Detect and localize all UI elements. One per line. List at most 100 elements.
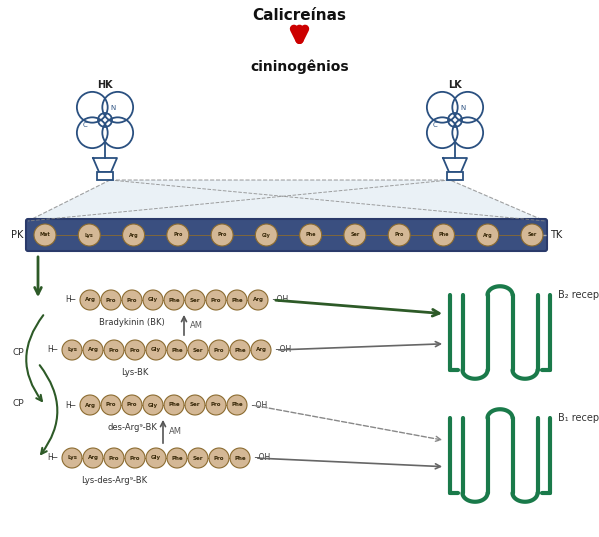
Text: ─OH: ─OH	[272, 295, 288, 304]
Text: Pro: Pro	[109, 347, 119, 352]
Text: Lys: Lys	[67, 455, 77, 461]
Circle shape	[251, 340, 271, 360]
Circle shape	[122, 290, 142, 310]
Circle shape	[167, 224, 189, 246]
Text: Gly: Gly	[148, 403, 158, 408]
Text: Phe: Phe	[231, 403, 243, 408]
Text: Pro: Pro	[395, 233, 404, 237]
Circle shape	[255, 224, 277, 246]
Circle shape	[146, 340, 166, 360]
Text: Gly: Gly	[151, 455, 161, 461]
Circle shape	[209, 340, 229, 360]
Text: Gly: Gly	[151, 347, 161, 352]
Circle shape	[62, 448, 82, 468]
Circle shape	[146, 448, 166, 468]
Text: Pro: Pro	[211, 297, 221, 302]
Text: C: C	[83, 122, 87, 128]
Text: Ser: Ser	[350, 233, 359, 237]
Text: Pro: Pro	[109, 455, 119, 461]
Text: Gly: Gly	[148, 297, 158, 302]
Text: ─OH: ─OH	[251, 401, 267, 410]
Text: LK: LK	[448, 80, 462, 90]
Circle shape	[188, 340, 208, 360]
Circle shape	[101, 290, 121, 310]
FancyBboxPatch shape	[26, 219, 547, 251]
Text: N: N	[461, 105, 465, 111]
Text: Arg: Arg	[483, 233, 492, 237]
Circle shape	[185, 290, 205, 310]
Circle shape	[143, 290, 163, 310]
Text: Arg: Arg	[84, 403, 95, 408]
Circle shape	[211, 224, 233, 246]
Text: ─OH: ─OH	[254, 454, 270, 462]
Text: N: N	[110, 105, 116, 111]
Text: Ser: Ser	[193, 347, 203, 352]
Text: B₁ receptor: B₁ receptor	[558, 413, 599, 423]
Text: Pro: Pro	[217, 233, 227, 237]
Text: HK: HK	[97, 80, 113, 90]
Circle shape	[188, 448, 208, 468]
Text: Ser: Ser	[190, 297, 200, 302]
Text: des-Arg⁹-BK: des-Arg⁹-BK	[107, 423, 157, 432]
Text: Lys: Lys	[85, 233, 93, 237]
Text: Arg: Arg	[84, 297, 95, 302]
Text: Phe: Phe	[438, 233, 449, 237]
Text: Met: Met	[40, 233, 50, 237]
Circle shape	[125, 448, 145, 468]
Text: Pro: Pro	[127, 403, 137, 408]
Circle shape	[143, 395, 163, 415]
Text: AM: AM	[190, 321, 203, 330]
Text: H─: H─	[66, 295, 76, 304]
Circle shape	[123, 224, 144, 246]
Circle shape	[83, 340, 103, 360]
FancyArrowPatch shape	[255, 405, 441, 441]
Text: CP: CP	[12, 400, 24, 409]
Circle shape	[164, 290, 184, 310]
Circle shape	[230, 448, 250, 468]
Text: Phe: Phe	[234, 455, 246, 461]
Circle shape	[230, 340, 250, 360]
Text: H─: H─	[66, 401, 76, 410]
Text: Pro: Pro	[211, 403, 221, 408]
Circle shape	[78, 224, 100, 246]
Circle shape	[125, 340, 145, 360]
Circle shape	[122, 395, 142, 415]
Text: ─OH: ─OH	[275, 345, 291, 354]
Circle shape	[248, 290, 268, 310]
Text: Arg: Arg	[87, 455, 98, 461]
Text: Pro: Pro	[130, 455, 140, 461]
FancyBboxPatch shape	[447, 172, 463, 180]
Circle shape	[167, 448, 187, 468]
Circle shape	[80, 395, 100, 415]
Text: Phe: Phe	[305, 233, 316, 237]
Text: Arg: Arg	[129, 233, 138, 237]
Text: Phe: Phe	[171, 347, 183, 352]
Circle shape	[104, 340, 124, 360]
Text: TK: TK	[550, 230, 562, 240]
Text: Calicreínas: Calicreínas	[253, 8, 346, 23]
Text: Phe: Phe	[168, 403, 180, 408]
Text: PK: PK	[11, 230, 23, 240]
Circle shape	[164, 395, 184, 415]
Text: Pro: Pro	[106, 297, 116, 302]
Text: Lys: Lys	[67, 347, 77, 352]
Text: Ser: Ser	[527, 233, 537, 237]
Circle shape	[432, 224, 455, 246]
Circle shape	[477, 224, 499, 246]
Text: Bradykinin (BK): Bradykinin (BK)	[99, 318, 165, 327]
Text: Pro: Pro	[214, 455, 224, 461]
Polygon shape	[28, 180, 545, 221]
Text: Phe: Phe	[234, 347, 246, 352]
Text: CP: CP	[12, 348, 24, 357]
Text: Arg: Arg	[87, 347, 98, 352]
Circle shape	[209, 448, 229, 468]
Circle shape	[206, 395, 226, 415]
Text: H─: H─	[48, 345, 58, 354]
Circle shape	[101, 395, 121, 415]
Text: Phe: Phe	[168, 297, 180, 302]
Circle shape	[80, 290, 100, 310]
Circle shape	[344, 224, 366, 246]
Circle shape	[62, 340, 82, 360]
Circle shape	[34, 224, 56, 246]
Text: AM: AM	[169, 427, 182, 436]
